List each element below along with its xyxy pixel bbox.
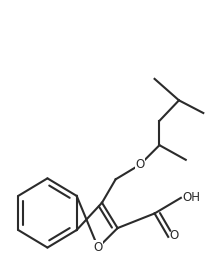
Text: O: O (135, 158, 145, 171)
Text: O: O (94, 241, 103, 254)
Text: OH: OH (182, 191, 200, 204)
Text: O: O (169, 229, 178, 242)
